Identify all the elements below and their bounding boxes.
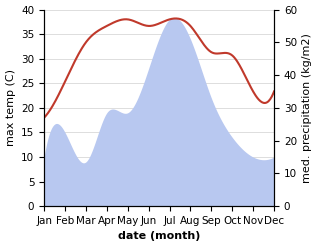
- Y-axis label: med. precipitation (kg/m2): med. precipitation (kg/m2): [302, 33, 313, 183]
- X-axis label: date (month): date (month): [118, 231, 200, 242]
- Y-axis label: max temp (C): max temp (C): [5, 69, 16, 146]
